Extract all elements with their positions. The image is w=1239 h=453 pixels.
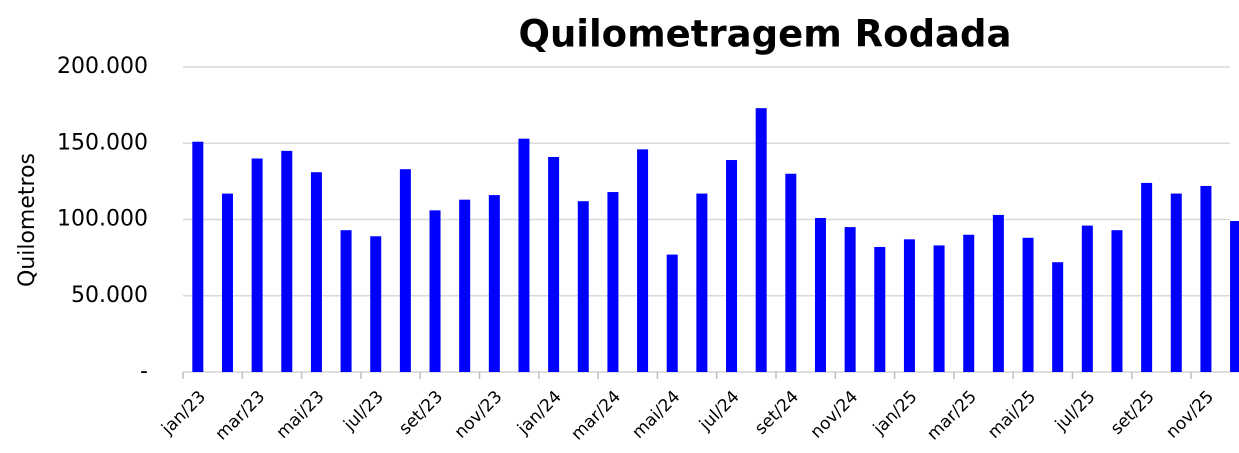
y-tick-label: 200.000 <box>57 54 148 79</box>
x-tick-label: nov/23 <box>451 387 507 443</box>
x-tick-label: nov/25 <box>1162 387 1218 443</box>
y-axis-label: Quilometros <box>15 153 40 287</box>
y-tick-label: - <box>140 359 148 384</box>
x-tick-label: set/25 <box>1107 387 1159 439</box>
bar <box>666 254 678 372</box>
bar <box>607 192 619 372</box>
x-tick-label: mar/24 <box>567 387 625 445</box>
x-tick-label: jan/25 <box>869 387 922 440</box>
bar <box>429 210 441 372</box>
bar <box>1170 193 1182 372</box>
x-tick-label: set/24 <box>751 387 803 439</box>
bar <box>1111 230 1123 372</box>
bar <box>548 156 560 372</box>
x-tick-label: jul/23 <box>339 387 388 436</box>
bar <box>459 199 471 372</box>
bar <box>844 227 856 372</box>
bar <box>963 234 975 372</box>
bar <box>637 149 649 372</box>
x-tick-label: mar/23 <box>212 387 270 445</box>
bar <box>370 236 382 372</box>
bar <box>785 173 797 372</box>
x-tick-label: jan/23 <box>157 387 210 440</box>
bar <box>310 172 322 372</box>
bar <box>281 150 293 372</box>
x-tick-label: set/23 <box>395 387 447 439</box>
x-tick-label: jul/25 <box>1051 387 1100 436</box>
bar <box>726 160 738 372</box>
bar <box>696 193 708 372</box>
x-tick-label: jul/24 <box>695 387 744 436</box>
x-tick-label: mai/24 <box>628 387 684 443</box>
bar <box>192 141 204 372</box>
bar <box>903 239 915 372</box>
y-tick-label: 150.000 <box>57 130 148 155</box>
x-tick-label: jan/24 <box>513 387 566 440</box>
bar <box>1200 185 1212 372</box>
y-tick-label: 100.000 <box>57 207 148 232</box>
bar <box>1052 262 1064 372</box>
bar <box>992 214 1004 372</box>
x-tick-label: mar/25 <box>923 387 981 445</box>
x-tick-label: nov/24 <box>807 387 863 443</box>
bar <box>518 138 530 372</box>
bar <box>221 193 233 372</box>
bar <box>814 217 826 372</box>
bar <box>1141 182 1153 372</box>
bar <box>755 108 767 373</box>
bar <box>933 245 945 372</box>
chart-title: Quilometragem Rodada <box>519 13 1012 56</box>
bar <box>874 246 886 372</box>
bar <box>577 201 589 372</box>
bar <box>1230 221 1239 372</box>
bar <box>340 230 352 372</box>
x-tick-label: mai/25 <box>984 387 1040 443</box>
bar <box>399 169 411 372</box>
x-tick-label: mai/23 <box>273 387 329 443</box>
y-tick-label: 50.000 <box>71 283 148 308</box>
bar <box>488 195 500 372</box>
bar <box>251 158 263 372</box>
bar <box>1022 237 1034 372</box>
bar <box>1081 225 1093 372</box>
